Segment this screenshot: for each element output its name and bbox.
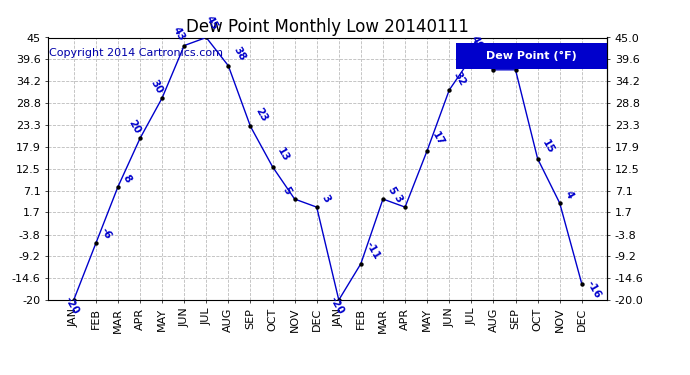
- Text: -6: -6: [99, 226, 113, 241]
- Point: [355, 261, 366, 267]
- Text: 5: 5: [281, 185, 293, 196]
- Point: [135, 135, 146, 141]
- Text: -20: -20: [63, 296, 81, 316]
- Point: [112, 184, 124, 190]
- Point: [488, 67, 499, 73]
- Point: [201, 34, 212, 40]
- Point: [510, 67, 521, 73]
- Point: [68, 297, 79, 303]
- Text: 3: 3: [319, 193, 332, 204]
- Text: 4: 4: [562, 189, 575, 200]
- Title: Dew Point Monthly Low 20140111: Dew Point Monthly Low 20140111: [186, 18, 469, 36]
- Text: 37: 37: [518, 50, 534, 67]
- Text: 45: 45: [204, 14, 219, 32]
- Text: 40: 40: [469, 34, 484, 52]
- Point: [179, 43, 190, 49]
- Text: 30: 30: [148, 78, 164, 95]
- Point: [289, 196, 300, 202]
- Text: Copyright 2014 Cartronics.com: Copyright 2014 Cartronics.com: [50, 48, 224, 58]
- Point: [267, 164, 278, 170]
- Text: 32: 32: [452, 70, 468, 87]
- Text: 38: 38: [231, 45, 247, 63]
- Point: [400, 204, 411, 210]
- Point: [377, 196, 388, 202]
- Text: -20: -20: [328, 296, 346, 316]
- Point: [532, 156, 543, 162]
- Point: [223, 63, 234, 69]
- Text: 13: 13: [275, 146, 291, 164]
- Point: [311, 204, 322, 210]
- Point: [333, 297, 344, 303]
- Text: 8: 8: [121, 173, 133, 184]
- Text: -11: -11: [364, 240, 382, 261]
- Text: -16: -16: [584, 279, 602, 300]
- Point: [245, 123, 256, 129]
- Point: [554, 200, 565, 206]
- Text: 23: 23: [253, 106, 269, 124]
- Text: 5: 5: [386, 185, 398, 196]
- Text: 15: 15: [540, 138, 556, 156]
- Text: 20: 20: [126, 118, 142, 136]
- Text: 37: 37: [496, 50, 512, 67]
- Point: [466, 55, 477, 61]
- Point: [90, 240, 101, 246]
- Point: [444, 87, 455, 93]
- Text: 17: 17: [430, 130, 446, 148]
- Point: [157, 95, 168, 101]
- Point: [576, 281, 587, 287]
- Text: 3: 3: [391, 193, 404, 204]
- Point: [422, 148, 433, 154]
- Text: 43: 43: [170, 25, 186, 43]
